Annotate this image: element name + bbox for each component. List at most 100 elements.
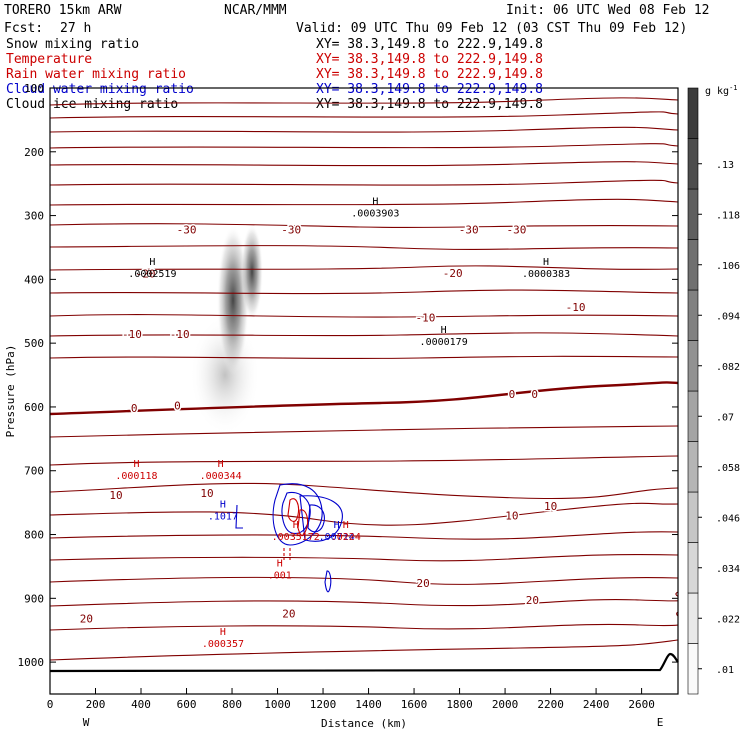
valid-time: Valid: 09 UTC Thu 09 Feb 12 (03 CST Thu … xyxy=(296,21,687,36)
y-tick-label: 300 xyxy=(24,210,44,223)
legend-entry-xy: XY= 38.3,149.8 to 222.9,149.8 xyxy=(316,37,543,52)
temperature-contours xyxy=(50,97,678,661)
max-marker-h: H xyxy=(218,459,224,470)
max-marker-h: H xyxy=(543,257,549,268)
colorbar-cell xyxy=(687,592,699,644)
colorbar-cell xyxy=(687,340,699,392)
x-tick-label: 1800 xyxy=(446,698,473,711)
x-axis-label: Distance (km) xyxy=(321,717,407,730)
x-axis-east-label: E xyxy=(657,716,664,729)
y-tick-label: 500 xyxy=(24,337,44,350)
x-axis: 0 200 400 600 800 1000 1200 1400 1600 1800 2000 220… xyxy=(47,688,655,711)
terrain-line xyxy=(49,652,679,673)
legend-entry-name: Rain water mixing ratio xyxy=(6,67,186,82)
x-tick-label: 1400 xyxy=(355,698,382,711)
legend-entry-xy: XY= 38.3,149.8 to 222.9,149.8 xyxy=(316,52,543,67)
x-tick-label: 200 xyxy=(86,698,106,711)
x-tick-label: 1200 xyxy=(310,698,337,711)
max-markers: H.0003903H.0002519H.0000383H.0000179H.00… xyxy=(115,196,570,650)
max-marker-h: H xyxy=(293,520,299,531)
colorbar-cell xyxy=(687,87,699,139)
x-tick-label: 2600 xyxy=(628,698,655,711)
plot-area: -30 -30 -30 -30 -20 -20 -10 -10 -10 -10 0 0 0 0 10 10 10… xyxy=(49,87,679,695)
colorbar-cell xyxy=(687,289,699,341)
x-tick-label: 1600 xyxy=(401,698,428,711)
colorbar-cell xyxy=(687,441,699,493)
x-tick-label: 600 xyxy=(177,698,197,711)
max-marker-value: .000118 xyxy=(115,471,157,482)
x-tick-label: 2000 xyxy=(492,698,519,711)
center-title: NCAR/MMM xyxy=(224,3,287,18)
max-marker-h: H xyxy=(149,257,155,268)
x-tick-label: 400 xyxy=(131,698,151,711)
temperature-contour-label: 20 xyxy=(282,608,295,621)
cloud-water-contours xyxy=(235,483,343,593)
temperature-contour-label: 10 xyxy=(200,487,213,500)
max-marker-h: H xyxy=(441,325,447,336)
y-tick-label: 1000 xyxy=(18,656,45,669)
x-tick-label: 2400 xyxy=(583,698,610,711)
y-tick-label: 600 xyxy=(24,401,44,414)
colorbar-tick-label: .106 xyxy=(716,261,740,272)
temperature-contour-label: -30 xyxy=(281,224,301,237)
colorbar-tick-label: .118 xyxy=(716,210,740,221)
temperature-contour-label: 0 xyxy=(531,388,538,401)
temperature-contour-label: -30 xyxy=(507,224,527,237)
legend-entry-name: Snow mixing ratio xyxy=(6,37,139,52)
max-marker-h: H xyxy=(133,459,139,470)
temperature-contour-label: 10 xyxy=(544,500,557,513)
model-title: TORERO 15km ARW xyxy=(4,3,122,18)
temperature-contour-label: 20 xyxy=(80,613,93,626)
max-marker-value: .0000383 xyxy=(522,269,570,280)
y-tick-label: 200 xyxy=(24,146,44,159)
max-marker-value: .0000179 xyxy=(420,337,468,348)
x-tick-label: 1000 xyxy=(264,698,291,711)
max-marker-value: .0035172 xyxy=(272,532,320,543)
plot-frame xyxy=(49,87,679,695)
snow-shading-core xyxy=(217,225,249,375)
colorbar-tick-label: .07 xyxy=(716,412,734,423)
colorbar-unit: g kg-1 xyxy=(705,84,738,97)
legend-entry-xy: XY= 38.3,149.8 to 222.9,149.8 xyxy=(316,67,543,82)
temperature-contour-label: -20 xyxy=(443,267,463,280)
legend: Snow mixing ratio XY= 38.3,149.8 to 222.9… xyxy=(6,37,543,112)
max-marker-h: H xyxy=(334,520,340,531)
y-tick-label: 900 xyxy=(24,592,44,605)
colorbar-cell xyxy=(687,239,699,291)
x-axis-west-label: W xyxy=(83,716,90,729)
y-tick-label: 700 xyxy=(24,465,44,478)
colorbar-cell xyxy=(687,188,699,240)
temperature-contour-label: 10 xyxy=(505,509,518,522)
legend-entry-xy: XY= 38.3,149.8 to 222.9,149.8 xyxy=(316,82,543,97)
temperature-contour-label: -10 xyxy=(170,328,190,341)
init-time: Init: 06 UTC Wed 08 Feb 12 xyxy=(506,3,710,18)
temperature-contour-label: -10 xyxy=(566,301,586,314)
colorbar-cell xyxy=(687,491,699,543)
y-tick-label: 100 xyxy=(24,82,44,95)
x-tick-label: 2200 xyxy=(537,698,564,711)
legend-entry-xy: XY= 38.3,149.8 to 222.9,149.8 xyxy=(316,97,543,112)
temperature-contour-label: -30 xyxy=(459,224,479,237)
fcst-value: 27 h xyxy=(60,21,91,36)
temperature-contour-label: 10 xyxy=(109,489,122,502)
max-marker-value: .0002519 xyxy=(128,269,176,280)
max-marker-h: H xyxy=(372,196,378,207)
temperature-contour-label: 0 xyxy=(509,388,516,401)
colorbar-cell xyxy=(687,643,699,695)
max-marker-value: .001 xyxy=(268,571,292,582)
max-marker-value: .00714 xyxy=(319,532,355,543)
temperature-contour-label: -30 xyxy=(177,224,197,237)
colorbar-tick-label: .022 xyxy=(716,614,740,625)
colorbar: .01 .022 .034 .046 .058 .07 .082 .094 .106 .118 .1… xyxy=(687,87,740,695)
max-marker-h: H xyxy=(220,499,226,510)
y-axis-label: Pressure (hPa) xyxy=(4,345,17,438)
max-marker-value: .000357 xyxy=(202,639,244,650)
x-tick-label: 800 xyxy=(222,698,242,711)
max-marker-value: .1017 xyxy=(208,511,238,522)
colorbar-cell xyxy=(687,542,699,594)
y-tick-label: 400 xyxy=(24,273,44,286)
temperature-contour-label: 20 xyxy=(526,594,539,607)
temperature-contour-label: -10 xyxy=(415,312,435,325)
